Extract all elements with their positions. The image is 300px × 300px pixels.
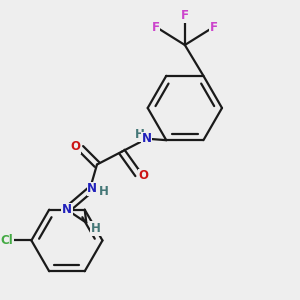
Text: H: H: [135, 128, 145, 141]
Text: N: N: [62, 203, 72, 216]
Text: H: H: [99, 184, 109, 197]
Text: N: N: [87, 182, 97, 195]
Text: F: F: [152, 21, 160, 34]
Text: N: N: [142, 132, 152, 145]
Text: O: O: [70, 140, 80, 153]
Text: O: O: [139, 169, 149, 182]
Text: Cl: Cl: [1, 234, 13, 247]
Text: F: F: [210, 21, 218, 34]
Text: F: F: [181, 9, 189, 22]
Text: H: H: [91, 222, 101, 235]
